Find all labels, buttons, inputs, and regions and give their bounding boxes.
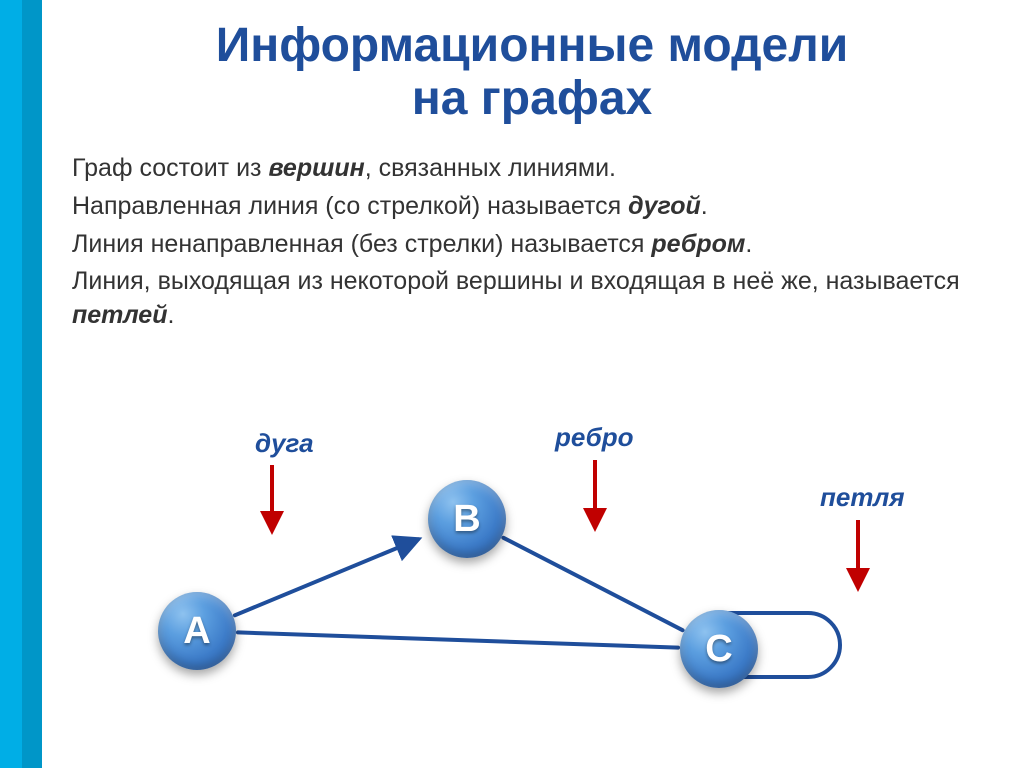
para-1: Граф состоит из вершин, связанных линиям… [72, 152, 984, 186]
edge-arc-A-B [235, 539, 418, 615]
slide-body: Граф состоит из вершин, связанных линиям… [72, 152, 984, 337]
label-petlya: петля [820, 482, 905, 513]
p1c: , связанных линиями. [365, 154, 616, 182]
para-3: Линия ненаправленная (без стрелки) назыв… [72, 228, 984, 262]
p2b: дугой [628, 192, 701, 220]
p4b: петлей [72, 301, 167, 329]
p1b: вершин [268, 154, 364, 182]
graph-diagram: А В Сдуга ребро петля [60, 420, 960, 740]
side-accent-bar-inner [22, 0, 42, 768]
edge-edge-A-C [238, 632, 678, 647]
p3c: . [745, 230, 752, 258]
label-duga: дуга [255, 428, 314, 459]
side-accent-bar [0, 0, 42, 768]
edge-edge-B-C [503, 538, 682, 630]
p2c: . [701, 192, 708, 220]
p4c: . [167, 301, 174, 329]
p3b: ребром [651, 230, 745, 258]
label-rebro: ребро [555, 422, 634, 453]
node-C: С [680, 610, 758, 688]
node-A: А [158, 592, 236, 670]
para-4: Линия, выходящая из некоторой вершины и … [72, 265, 984, 333]
slide-title: Информационные модели на графах [60, 20, 1004, 126]
node-B: В [428, 480, 506, 558]
p1a: Граф состоит из [72, 154, 268, 182]
p3a: Линия ненаправленная (без стрелки) назыв… [72, 230, 651, 258]
title-line-1: Информационные модели [216, 19, 849, 72]
para-2: Направленная линия (со стрелкой) называе… [72, 190, 984, 224]
title-line-2: на графах [412, 72, 652, 125]
p4a: Линия, выходящая из некоторой вершины и … [72, 267, 960, 295]
p2a: Направленная линия (со стрелкой) называе… [72, 192, 628, 220]
graph-edges-svg [60, 420, 960, 740]
